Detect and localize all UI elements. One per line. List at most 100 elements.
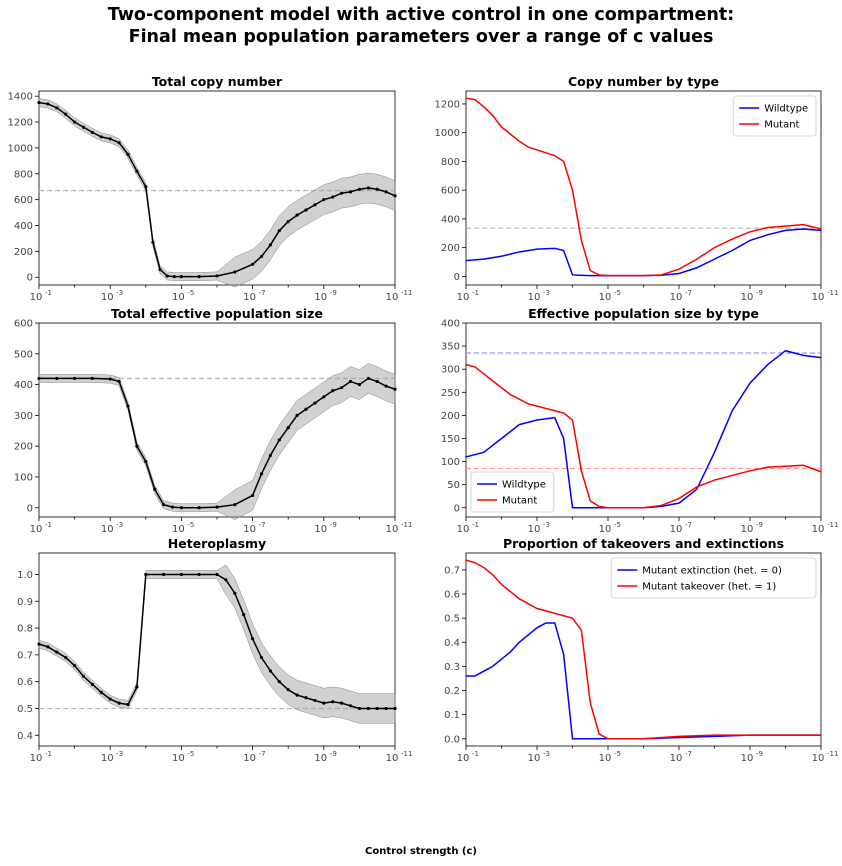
data-point: [144, 185, 148, 189]
y-tick-label: 0.4: [444, 638, 460, 649]
data-point: [99, 690, 103, 694]
x-tick-label: 10: [172, 753, 185, 764]
y-tick-label: 100: [14, 472, 33, 483]
legend-label: Wildtype: [502, 480, 546, 491]
data-point: [251, 637, 255, 641]
x-tick-exponent: -11: [401, 521, 412, 529]
x-tick-label: 10: [314, 753, 327, 764]
y-tick-label: 0: [454, 503, 460, 514]
panel-4: Effective population size by type 0 50 100 1…: [441, 306, 839, 535]
x-tick-label: 10: [243, 524, 256, 535]
series-line-mutant-extinction-het-: [466, 622, 821, 740]
x-tick-exponent: -9: [756, 289, 763, 297]
x-tick-label: 10: [101, 753, 114, 764]
data-point: [117, 141, 121, 145]
x-tick-exponent: -1: [45, 750, 52, 758]
x-tick-label: 10: [670, 524, 683, 535]
series-line-mutant: [465, 363, 822, 509]
y-tick-label: 200: [441, 411, 460, 422]
data-point: [251, 493, 255, 498]
x-tick-exponent: -1: [472, 750, 479, 758]
data-point: [170, 505, 175, 509]
data-point: [295, 693, 299, 697]
legend: Mutant extinction (het. = 0) Mutant takeo…: [610, 557, 817, 599]
x-tick-exponent: -9: [756, 521, 763, 529]
figure-title-line-1: Two-component model with active control …: [107, 5, 735, 25]
data-point: [179, 572, 183, 577]
data-point: [313, 698, 317, 703]
x-tick-exponent: -9: [330, 750, 337, 758]
x-tick-label: 10: [812, 753, 825, 764]
data-point: [162, 572, 166, 577]
legend-label: Mutant extinction (het. = 0): [642, 566, 782, 577]
legend-label: Mutant: [502, 496, 537, 507]
data-point: [144, 572, 148, 577]
x-tick-label: 10: [528, 292, 541, 303]
y-tick-label: 200: [14, 247, 33, 258]
data-point: [224, 578, 228, 582]
x-tick-exponent: -7: [259, 521, 266, 529]
y-tick-label: 600: [14, 195, 33, 206]
data-point: [340, 701, 344, 705]
y-tick-label: 1.0: [17, 570, 33, 581]
confidence-band: [38, 564, 396, 724]
data-point: [286, 426, 290, 430]
x-tick-exponent: -3: [116, 521, 123, 529]
data-point: [286, 688, 290, 692]
y-tick-label: 600: [441, 186, 460, 197]
y-tick-label: 0: [27, 273, 33, 284]
y-tick-label: 150: [441, 434, 460, 445]
data-point: [37, 101, 41, 105]
x-tick-exponent: -9: [330, 521, 337, 529]
data-point: [286, 220, 290, 224]
data-point: [64, 112, 68, 116]
data-point: [215, 274, 219, 278]
legend: Wildtype Mutant: [732, 95, 817, 137]
data-point: [179, 274, 183, 279]
data-point: [108, 377, 112, 381]
panel-1: Total copy number 0 200 400 600 800 1000 1200 14…: [8, 74, 413, 303]
x-tick-label: 10: [30, 753, 43, 764]
confidence-band: [38, 363, 396, 520]
data-point: [313, 401, 317, 405]
x-tick-exponent: -3: [543, 750, 550, 758]
y-tick-label: 0.1: [444, 710, 460, 721]
x-tick-label: 10: [243, 753, 256, 764]
legend-box: [732, 95, 817, 137]
y-tick-label: 350: [441, 342, 460, 353]
data-point: [277, 229, 281, 233]
panel-title: Proportion of takeovers and extinctions: [503, 536, 784, 551]
data-point: [46, 645, 50, 649]
x-tick-label: 10: [314, 524, 327, 535]
x-tick-exponent: -7: [259, 289, 266, 297]
y-tick-label: 0: [27, 503, 33, 514]
data-point: [215, 572, 219, 577]
data-point: [197, 506, 201, 510]
panel-3: Total effective population size 0 100 200 30…: [14, 306, 413, 535]
data-point: [233, 591, 237, 595]
x-tick-exponent: -3: [116, 289, 123, 297]
y-tick-label: 600: [14, 319, 33, 330]
data-point: [126, 702, 130, 707]
data-point: [295, 213, 299, 217]
panel-title: Total effective population size: [111, 306, 323, 321]
y-tick-label: 400: [441, 319, 460, 330]
x-tick-label: 10: [599, 753, 612, 764]
data-point: [375, 187, 379, 191]
x-tick-label: 10: [599, 292, 612, 303]
x-tick-label: 10: [243, 292, 256, 303]
panel-title: Heteroplasmy: [168, 536, 266, 551]
y-tick-label: 400: [441, 214, 460, 225]
x-tick-exponent: -5: [187, 289, 194, 297]
x-tick-exponent: -1: [472, 289, 479, 297]
x-tick-exponent: -1: [45, 289, 52, 297]
data-point: [151, 240, 155, 244]
data-point: [304, 407, 308, 411]
legend-label: Mutant takeover (het. = 1): [642, 582, 776, 593]
data-point: [108, 697, 112, 701]
y-tick-label: 0.3: [444, 662, 460, 673]
data-point: [384, 384, 388, 388]
x-tick-label: 10: [314, 292, 327, 303]
